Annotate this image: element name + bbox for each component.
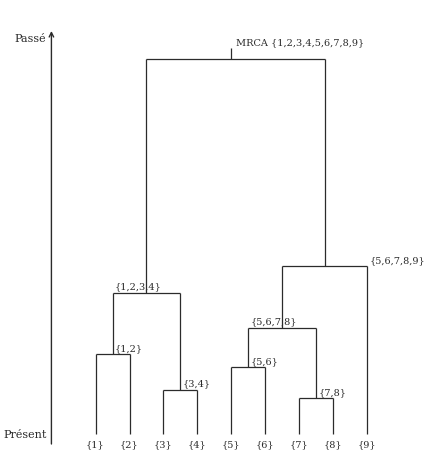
- Text: {5,6}: {5,6}: [251, 357, 278, 366]
- Text: Passé: Passé: [15, 33, 46, 43]
- Text: {9}: {9}: [358, 439, 376, 448]
- Text: {6}: {6}: [256, 439, 275, 448]
- Text: {5,6,7,8,9}: {5,6,7,8,9}: [369, 256, 425, 264]
- Text: {2}: {2}: [120, 439, 139, 448]
- Text: {1}: {1}: [86, 439, 105, 448]
- Text: {7,8}: {7,8}: [319, 387, 347, 397]
- Text: {4}: {4}: [188, 439, 207, 448]
- Text: {1,2,3,4}: {1,2,3,4}: [115, 282, 162, 291]
- Text: {5,6,7,8}: {5,6,7,8}: [251, 317, 297, 326]
- Text: MRCA {1,2,3,4,5,6,7,8,9}: MRCA {1,2,3,4,5,6,7,8,9}: [236, 39, 365, 48]
- Text: {8}: {8}: [324, 439, 343, 448]
- Text: {7}: {7}: [290, 439, 309, 448]
- Text: {5}: {5}: [222, 439, 241, 448]
- Text: {3,4}: {3,4}: [183, 378, 211, 387]
- Text: Présent: Présent: [3, 429, 46, 439]
- Text: {1,2}: {1,2}: [115, 343, 143, 352]
- Text: {3}: {3}: [154, 439, 173, 448]
